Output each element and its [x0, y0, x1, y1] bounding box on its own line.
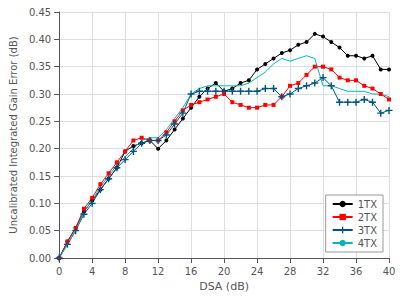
svg-text:2TX: 2TX	[358, 212, 377, 223]
svg-text:24: 24	[251, 266, 264, 277]
svg-text:0.40: 0.40	[29, 34, 51, 45]
svg-text:0.25: 0.25	[29, 116, 51, 127]
svg-text:12: 12	[152, 266, 165, 277]
svg-text:Uncalibrated Integrated Gain E: Uncalibrated Integrated Gain Error (dB)	[8, 36, 19, 233]
svg-text:0.10: 0.10	[29, 198, 51, 209]
svg-text:20: 20	[218, 266, 231, 277]
svg-text:0.05: 0.05	[29, 225, 51, 236]
svg-text:4TX: 4TX	[358, 238, 377, 249]
svg-text:1TX: 1TX	[358, 199, 377, 210]
svg-text:0: 0	[56, 266, 62, 277]
svg-text:4: 4	[89, 266, 95, 277]
svg-text:0.00: 0.00	[29, 253, 51, 264]
svg-text:16: 16	[185, 266, 198, 277]
svg-text:0.20: 0.20	[29, 143, 51, 154]
svg-text:8: 8	[122, 266, 128, 277]
svg-text:3TX: 3TX	[358, 225, 377, 236]
svg-text:0.35: 0.35	[29, 61, 51, 72]
svg-text:36: 36	[350, 266, 363, 277]
svg-text:0.15: 0.15	[29, 171, 51, 182]
svg-text:28: 28	[284, 266, 297, 277]
svg-text:0.45: 0.45	[29, 7, 51, 18]
svg-text:32: 32	[317, 266, 330, 277]
svg-text:40: 40	[383, 266, 396, 277]
svg-text:DSA (dB): DSA (dB)	[199, 280, 249, 293]
svg-text:0.30: 0.30	[29, 89, 51, 100]
